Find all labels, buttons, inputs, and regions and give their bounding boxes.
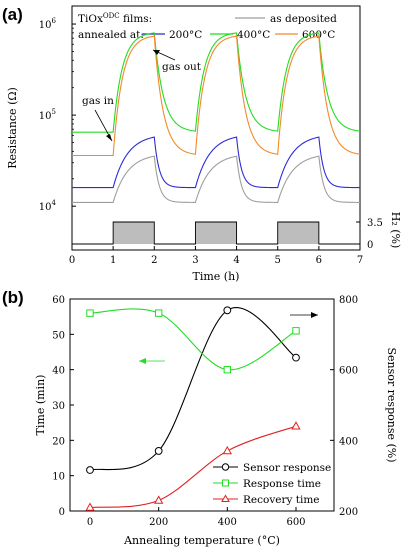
- panel-b-xtick-label: 0: [87, 517, 93, 528]
- panel-a-xtick-label: 4: [233, 255, 239, 266]
- panel-b-label: (b): [2, 288, 24, 307]
- panel-b-ytick-label: 10: [52, 472, 65, 483]
- series-line-200-c: [72, 136, 360, 189]
- panel-a-h2-tick-label: 0: [367, 240, 373, 251]
- panel-b-ytick-label: 50: [52, 330, 65, 341]
- h2-pulse: [195, 222, 237, 244]
- data-point-recovery-time: [154, 495, 164, 504]
- legend-label-response-time: Response time: [243, 478, 321, 490]
- panel-a-ylabel: Resistance (Ω): [6, 87, 19, 169]
- data-point-response-time: [154, 309, 163, 317]
- panel-b-ytick-right-label: 200: [339, 507, 358, 518]
- panel-b-ylabel-right: Sensor response (%): [385, 347, 398, 462]
- legend-label-recovery-time: Recovery time: [243, 494, 320, 506]
- series-line-600-c: [72, 35, 361, 157]
- data-point-sensor-response: [86, 466, 94, 474]
- annotation-gas-out: gas out: [162, 61, 202, 73]
- data-point-response-time: [86, 309, 94, 317]
- panel-a-ytick-label: 106: [39, 17, 57, 31]
- legend-subtitle: annealed at:: [78, 29, 144, 41]
- data-point-response-time: [223, 365, 232, 374]
- h2-waveform: [72, 221, 360, 245]
- series-line-400-c: [72, 32, 361, 133]
- panel-b-ytick-label: 0: [59, 507, 65, 518]
- panel-a-ylabel-right: H₂ (%): [389, 212, 402, 249]
- panel-a-xtick-label: 7: [357, 255, 363, 266]
- data-point-recovery-time: [85, 502, 95, 511]
- panel-b-curves: [85, 306, 301, 511]
- legend-entry-600: 600°C: [275, 29, 335, 41]
- panel-a-label: (a): [2, 5, 23, 24]
- h2-pulse: [113, 222, 155, 244]
- data-point-sensor-response: [223, 306, 232, 315]
- panel-a-h2-tick-label: 3.5: [367, 218, 383, 229]
- data-point-recovery-time: [291, 421, 301, 430]
- panel-b-xtick-label: 400: [218, 517, 237, 528]
- series-line-response-time: [89, 308, 297, 371]
- panel-a-xtick-label: 0: [69, 255, 75, 266]
- panel-a-h2-pulses: [72, 221, 360, 245]
- legend-title: TiOxODC films:: [78, 12, 152, 25]
- panel-b-xtick-label: 200: [149, 517, 168, 528]
- legend-label-as-deposited: as deposited: [270, 13, 337, 25]
- legend-marker-recovery-time: [221, 494, 230, 502]
- panel-a-ytick-label: 105: [39, 108, 56, 122]
- h2-pulse: [277, 222, 319, 244]
- legend-label-sensor-response: Sensor response: [243, 462, 331, 474]
- panel-a-curves: [72, 32, 361, 203]
- legend-entry-200: 200°C: [142, 29, 202, 41]
- legend-label-200: 200°C: [169, 29, 202, 41]
- arrowhead-gas-in: [106, 134, 112, 141]
- panel-a-xtick-label: 6: [316, 255, 322, 266]
- data-point-sensor-response: [154, 447, 163, 455]
- data-point-recovery-time: [222, 445, 232, 455]
- panel-b-ylabel-left: Time (min): [34, 375, 47, 436]
- legend-entry-recovery-time: Recovery time: [213, 494, 320, 506]
- panel-a-xtick-label: 3: [192, 255, 198, 266]
- panel-a-xlabel: Time (h): [193, 270, 240, 283]
- legend-marker-sensor-response: [221, 463, 230, 471]
- panel-a-xtick-label: 1: [110, 255, 116, 266]
- legend-entry-sensor-response: Sensor response: [213, 462, 331, 474]
- panel-b-legend: Sensor response Response time Recovery t…: [213, 462, 331, 506]
- legend-label-400: 400°C: [237, 29, 270, 41]
- legend-entry-as-deposited: as deposited: [235, 13, 337, 25]
- panel-a-xtick-label: 2: [151, 255, 157, 266]
- data-point-sensor-response: [292, 353, 300, 362]
- panel-b-ytick-right-label: 400: [339, 436, 358, 447]
- arrowhead-left-axis: [139, 358, 146, 364]
- panel-b-xlabel: Annealing temperature (°C): [123, 534, 280, 547]
- panel-b-ytick-label: 40: [52, 366, 65, 377]
- annotation-gas-in: gas in: [82, 95, 114, 107]
- panel-a-frame: [71, 5, 361, 251]
- panel-b-ytick-right-label: 800: [339, 295, 358, 306]
- series-line-sensor-response: [89, 307, 297, 471]
- panel-a-xtick-label: 5: [275, 255, 281, 266]
- panel-b-ytick-label: 60: [52, 295, 65, 306]
- data-point-response-time: [292, 327, 300, 335]
- arrowhead-gas-out: [153, 50, 160, 55]
- series-line-as-deposited: [72, 155, 360, 203]
- panel-a-ytick-label: 104: [39, 199, 57, 213]
- legend-entry-response-time: Response time: [213, 478, 321, 490]
- arrowhead-right-axis: [311, 312, 318, 318]
- panel-b-ytick-label: 20: [52, 436, 65, 447]
- series-line-recovery-time: [89, 425, 297, 509]
- panel-b-axes: 0 200 400 600 0 10 20 30 40 50 60 200 400 600 800: [52, 295, 358, 528]
- legend-marker-response-time: [222, 479, 229, 487]
- panel-a-axes: 0 1 2 3 4 5 6 7 104 105 106 0 3.5: [39, 17, 383, 266]
- panel-b-ytick-label: 30: [52, 401, 65, 412]
- panel-a-plot-border: [71, 5, 361, 251]
- panel-b-xtick-label: 600: [286, 517, 305, 528]
- panel-b-ytick-right-label: 600: [339, 366, 358, 377]
